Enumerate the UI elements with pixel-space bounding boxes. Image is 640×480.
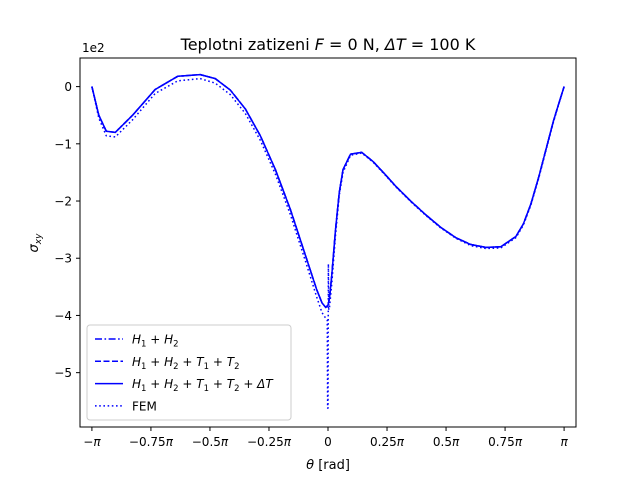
x-tick-label-0: −π <box>83 435 101 449</box>
y-axis-scale-label: 1e2 <box>82 41 105 55</box>
legend-label-3: H1 + H2 + T1 + T2 + ΔT <box>132 377 274 394</box>
x-tick-label-5: 0.25π <box>370 435 405 449</box>
y-tick-label-2: −2 <box>54 195 72 209</box>
x-axis-ticks: −π −0.75π −0.5π −0.25π 0 0.25π 0.5π 0.75π π <box>83 427 568 449</box>
chart-title: Teplotni zatizeni F = 0 N, ΔT = 100 K <box>180 35 476 54</box>
y-axis-ticks: 0 −1 −2 −3 −4 −5 <box>54 80 80 380</box>
x-tick-label-1: −0.75π <box>129 435 174 449</box>
x-tick-label-3: −0.25π <box>247 435 292 449</box>
legend-label-4: FEM <box>132 399 157 413</box>
series-line-4 <box>91 77 565 409</box>
y-tick-label-0: 0 <box>64 80 72 94</box>
legend-label-1: H1 + H2 <box>132 333 179 350</box>
legend-label-2: H1 + H2 + T1 + T2 <box>132 355 240 372</box>
y-tick-label-3: −3 <box>54 252 72 266</box>
legend: H1 + H2 H1 + H2 + T1 + T2 H1 + H2 + T1 + T… <box>86 324 292 421</box>
y-axis-label: σxy <box>27 233 44 253</box>
x-tick-label-2: −0.5π <box>192 435 229 449</box>
series-layer <box>91 73 565 409</box>
x-axis-label: θ [rad] <box>306 458 350 473</box>
x-tick-label-6: 0.5π <box>433 435 460 449</box>
legend-box <box>86 324 292 421</box>
x-tick-label-8: π <box>560 435 568 449</box>
y-tick-label-5: −5 <box>54 366 72 380</box>
y-tick-label-4: −4 <box>54 309 72 323</box>
y-tick-label-1: −1 <box>54 137 72 151</box>
series-line-3 <box>91 73 565 309</box>
x-tick-label-4: 0 <box>324 435 332 449</box>
x-tick-label-7: 0.75π <box>488 435 523 449</box>
